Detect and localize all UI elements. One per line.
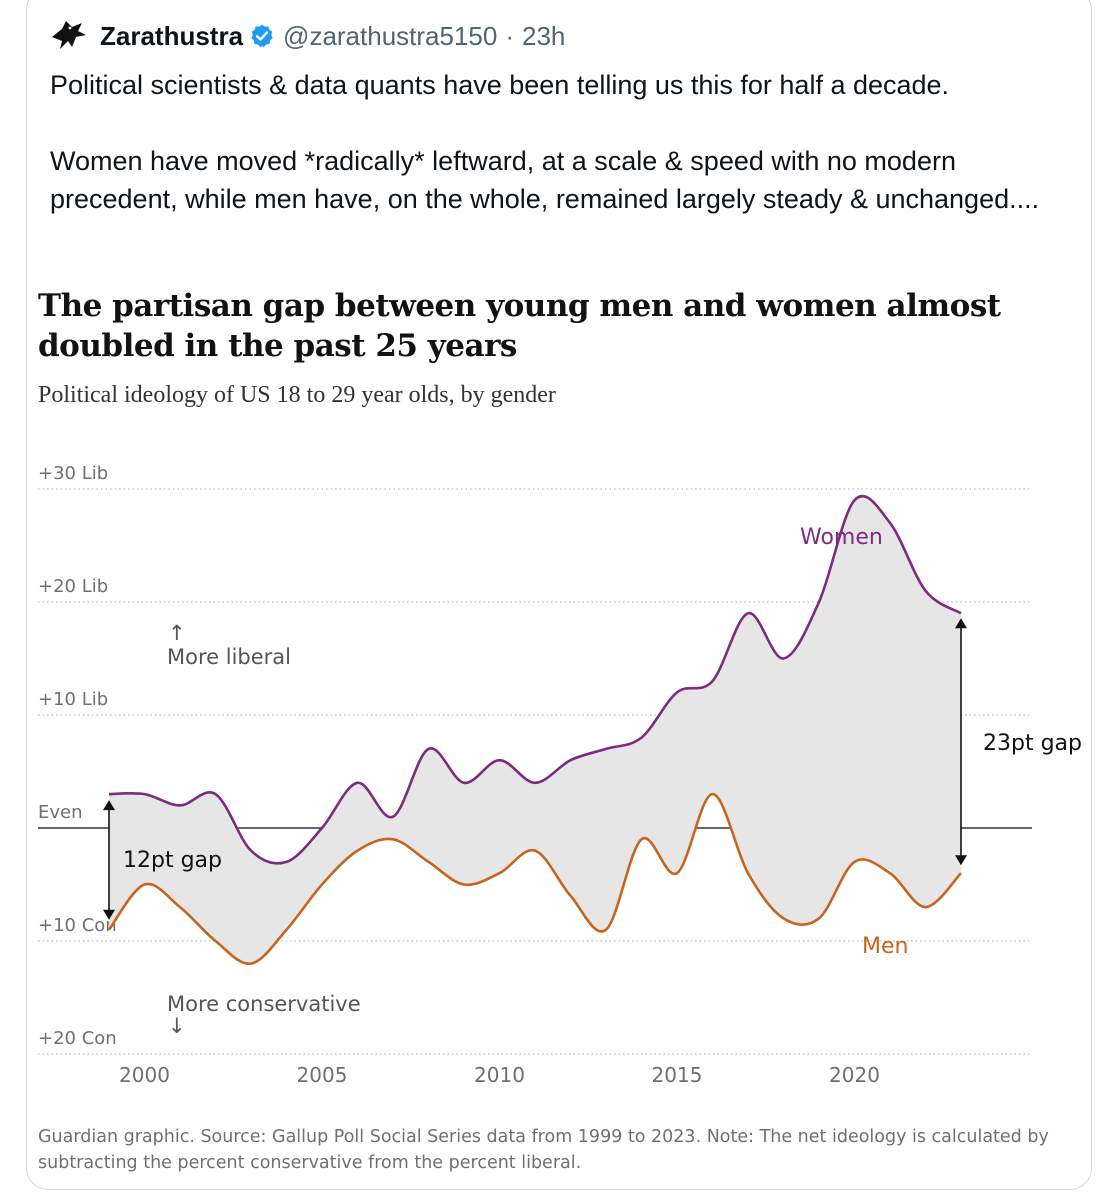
y-tick-label: +20 Con [38, 1028, 117, 1049]
x-tick-label: 2000 [119, 1063, 170, 1087]
x-tick-label: 2020 [829, 1063, 880, 1087]
y-tick-label: +10 Con [38, 915, 117, 936]
gap-start-label: 12pt gap [123, 848, 222, 873]
timestamp[interactable]: 23h [522, 20, 566, 51]
gap-end-arrow-head-bottom [955, 855, 967, 866]
men-series-line [107, 792, 962, 965]
chart-title: The partisan gap between young men and w… [38, 288, 1001, 364]
x-tick-label: 2015 [652, 1063, 703, 1087]
gap-end-arrow-head-top [955, 618, 967, 629]
more-liberal-arrow: ↑ [168, 621, 186, 645]
gap-end-label: 23pt gap [983, 731, 1082, 756]
y-tick-label: +20 Lib [38, 576, 108, 597]
more-conservative-arrow: ↓ [168, 1014, 186, 1038]
y-tick-label: +30 Lib [38, 463, 108, 484]
series-lines [107, 494, 962, 965]
more-liberal-label: More liberal [167, 645, 291, 669]
author-name[interactable]: Zarathustra [100, 20, 244, 51]
tweet-text-paragraph-2: Women have moved *radically* leftward, a… [50, 146, 1040, 214]
tweet-text-paragraph-1: Political scientists & data quants have … [50, 70, 950, 100]
more-conservative-label: More conservative [167, 992, 361, 1016]
chart-source-note: Guardian graphic. Source: Gallup Poll So… [38, 1127, 1049, 1173]
chart-subtitle: Political ideology of US 18 to 29 year o… [38, 382, 556, 408]
separator-dot: · [505, 20, 515, 51]
women-series-line [108, 494, 962, 865]
gap-start-arrow-head-top [103, 800, 115, 811]
men-series-label: Men [862, 934, 908, 959]
y-tick-label: +10 Lib [38, 689, 108, 710]
gap-end-label-bg [978, 727, 1088, 757]
gap-start-arrow-head-bottom [103, 909, 115, 920]
verified-badge-icon [251, 24, 273, 48]
women-series-label: Women [800, 525, 883, 550]
x-tick-label: 2010 [474, 1063, 525, 1087]
raven-avatar-icon[interactable] [48, 15, 90, 57]
tweet-header: Zarathustra @zarathustra5150 · 23h [48, 16, 565, 56]
annotations: Women Men ↑More liberal More conservative↓ 1… [103, 525, 1088, 1038]
gap-area-fill [109, 496, 961, 964]
gap-area [109, 496, 961, 964]
y-tick-label: Even [38, 802, 83, 823]
x-tick-label: 2005 [297, 1063, 348, 1087]
author-handle[interactable]: @zarathustra5150 [283, 20, 498, 51]
